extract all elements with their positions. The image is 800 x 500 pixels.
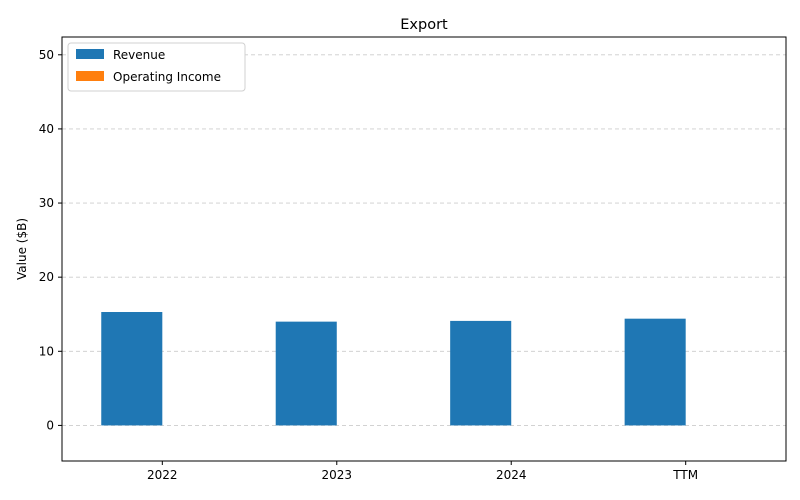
y-tick-label: 50 (39, 48, 54, 62)
x-tick-label: TTM (672, 468, 698, 482)
x-tick-label: 2024 (496, 468, 527, 482)
y-tick-label: 10 (39, 344, 54, 358)
y-axis-label: Value ($B) (15, 218, 29, 280)
x-axis-ticks: 2022 2023 2024 TTM (147, 461, 698, 482)
bar-revenue (450, 320, 512, 426)
y-tick-label: 0 (46, 418, 54, 432)
legend-label: Operating Income (113, 70, 221, 84)
bars (101, 312, 686, 426)
chart-title: Export (400, 17, 448, 33)
y-tick-label: 30 (39, 196, 54, 210)
bar-revenue (624, 318, 686, 426)
legend-label: Revenue (113, 48, 165, 62)
y-tick-label: 20 (39, 270, 54, 284)
bar-revenue (101, 312, 163, 426)
x-tick-label: 2023 (321, 468, 352, 482)
legend: Revenue Operating Income (67, 42, 246, 92)
x-tick-label: 2022 (147, 468, 178, 482)
legend-swatch (76, 49, 104, 59)
plot-frame (61, 36, 787, 462)
legend-swatch (76, 71, 104, 81)
legend-box (67, 42, 246, 92)
y-axis-ticks: 0 10 20 30 40 50 (39, 48, 62, 432)
y-tick-label: 40 (39, 122, 54, 136)
bar-revenue (275, 321, 337, 426)
